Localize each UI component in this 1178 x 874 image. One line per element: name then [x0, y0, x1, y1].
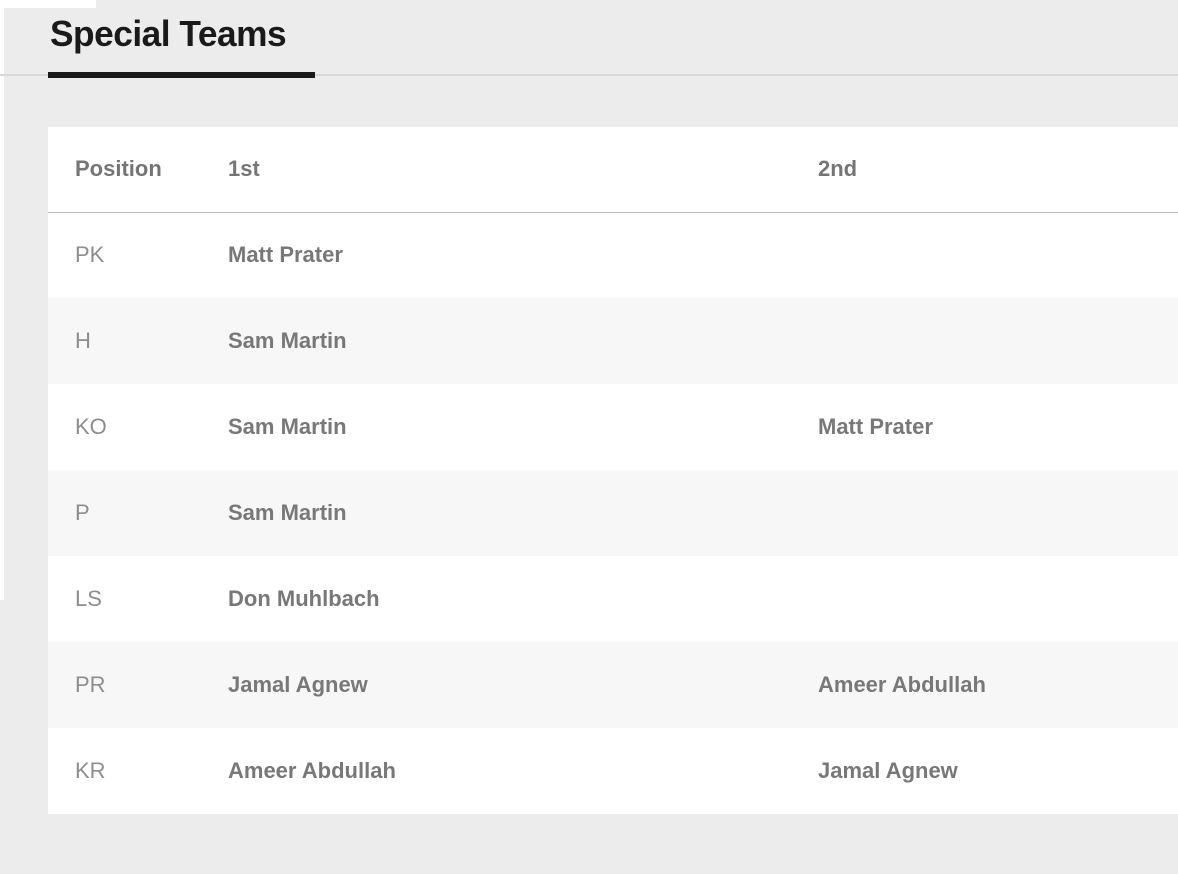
position-cell: H — [75, 328, 91, 353]
table-row: KR Ameer Abdullah Jamal Agnew — [48, 728, 1178, 814]
first-string-cell: Don Muhlbach — [228, 586, 380, 611]
table-row: P Sam Martin — [48, 470, 1178, 556]
second-string-cell: Ameer Abdullah — [818, 672, 986, 697]
section-header: Special Teams — [0, 0, 1178, 78]
second-string-cell — [791, 212, 1178, 298]
position-cell: LS — [75, 586, 102, 611]
page-edge-highlight-top — [0, 0, 96, 8]
position-cell: KR — [75, 758, 106, 783]
first-string-cell: Sam Martin — [228, 328, 347, 353]
position-cell: P — [75, 500, 90, 525]
table-row: PK Matt Prater — [48, 212, 1178, 298]
second-string-cell — [791, 556, 1178, 642]
column-header-2nd: 2nd — [791, 127, 1178, 213]
position-cell: PK — [75, 242, 105, 268]
first-string-cell: Sam Martin — [228, 500, 347, 525]
depth-chart-card: Position 1st 2nd PK Matt Prater H Sam Ma… — [48, 127, 1178, 814]
table-row: LS Don Muhlbach — [48, 556, 1178, 642]
position-cell: KO — [75, 414, 107, 439]
page-edge-highlight-left — [0, 0, 4, 600]
title-accent-underline — [48, 72, 315, 78]
table-header-row: Position 1st 2nd — [48, 127, 1178, 213]
column-header-1st: 1st — [201, 127, 791, 213]
column-header-position: Position — [48, 127, 201, 213]
first-string-cell: Jamal Agnew — [228, 672, 368, 697]
first-string-cell: Sam Martin — [228, 414, 347, 439]
page-title: Special Teams — [50, 13, 287, 54]
second-string-cell: Jamal Agnew — [818, 758, 958, 783]
second-string-cell — [791, 298, 1178, 384]
table-row: PR Jamal Agnew Ameer Abdullah — [48, 642, 1178, 728]
first-string-cell: Ameer Abdullah — [228, 758, 396, 783]
table-row: H Sam Martin — [48, 298, 1178, 384]
depth-chart-table: Position 1st 2nd PK Matt Prater H Sam Ma… — [48, 127, 1178, 814]
table-row: KO Sam Martin Matt Prater — [48, 384, 1178, 470]
second-string-cell — [791, 470, 1178, 556]
position-cell: PR — [75, 672, 106, 697]
second-string-cell: Matt Prater — [818, 414, 933, 439]
first-string-cell: Matt Prater — [228, 242, 343, 268]
